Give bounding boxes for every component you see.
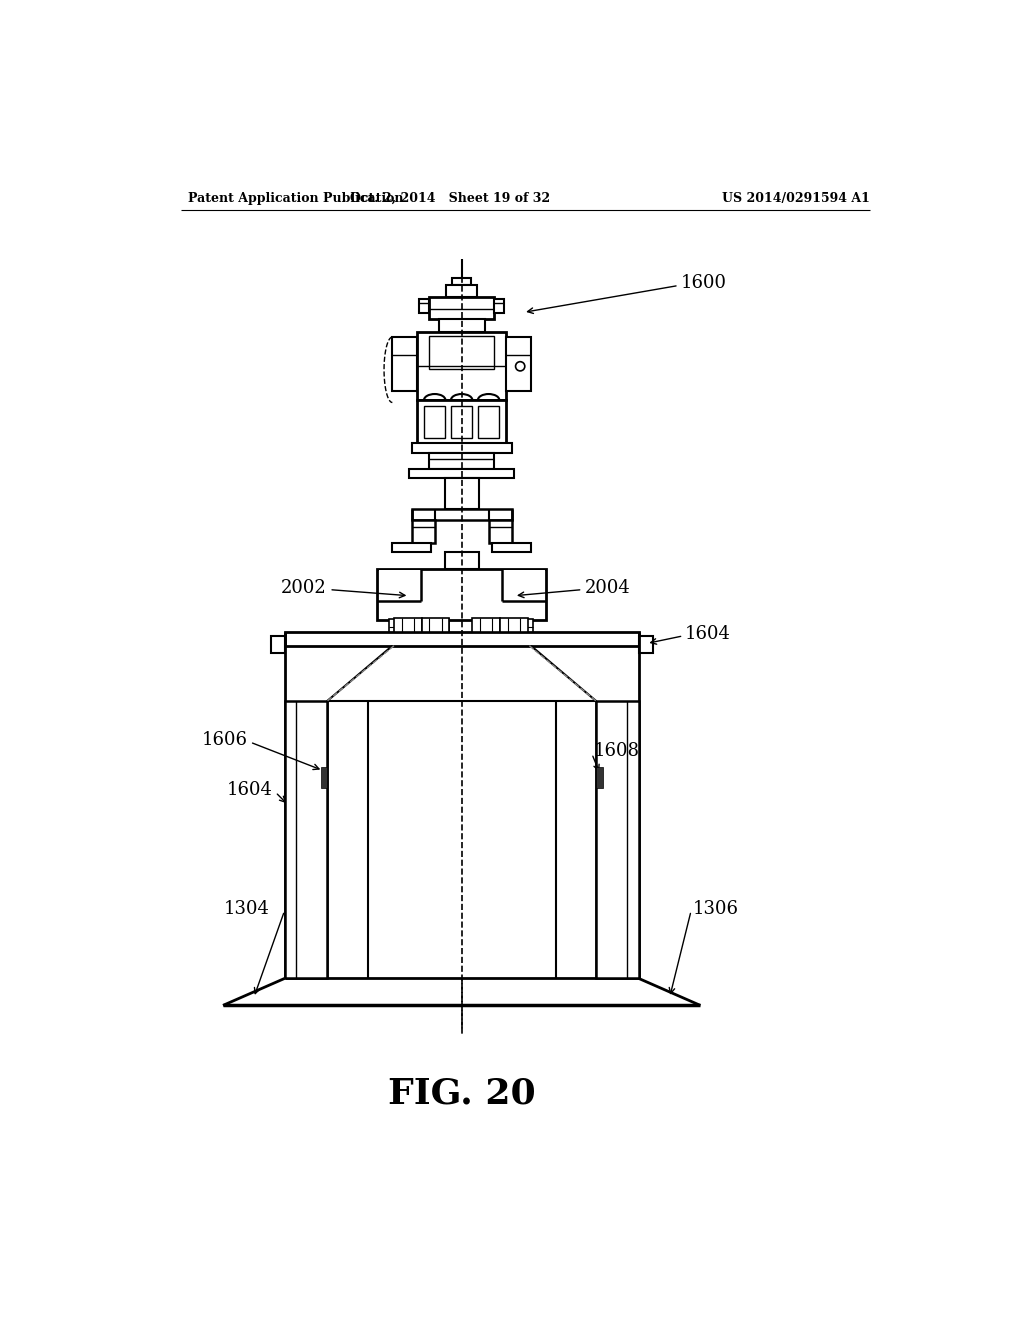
Bar (596, 767, 602, 788)
Text: 1600: 1600 (681, 275, 727, 292)
Text: 1606: 1606 (202, 731, 248, 748)
Bar (422, 618, 450, 632)
Bar (451, 405, 472, 438)
Text: US 2014/0291594 A1: US 2014/0291594 A1 (722, 191, 869, 205)
Bar (446, 285, 477, 297)
Bar (321, 767, 327, 788)
Bar (472, 618, 500, 632)
Bar (503, 570, 545, 601)
Bar (424, 405, 445, 438)
Bar (500, 618, 528, 632)
Bar (412, 508, 512, 520)
Bar (429, 335, 494, 370)
Bar (478, 405, 500, 438)
Bar (429, 453, 494, 469)
Bar (506, 337, 531, 391)
Bar (285, 701, 327, 978)
Bar (453, 277, 471, 285)
Bar (596, 701, 639, 978)
Bar (429, 297, 494, 318)
Bar (444, 552, 478, 569)
Bar (493, 543, 531, 552)
Bar (488, 520, 512, 543)
Bar (410, 469, 514, 478)
Bar (392, 543, 431, 552)
Bar (377, 569, 547, 620)
Bar (494, 300, 504, 313)
Bar (379, 570, 421, 601)
Bar (504, 619, 534, 632)
Bar (412, 442, 512, 453)
Bar (473, 619, 503, 632)
Circle shape (515, 362, 525, 371)
Text: Oct. 2, 2014   Sheet 19 of 32: Oct. 2, 2014 Sheet 19 of 32 (350, 191, 550, 205)
Text: 1608: 1608 (594, 742, 640, 760)
Text: 1306: 1306 (692, 900, 738, 919)
Bar (388, 619, 418, 632)
Text: 1604: 1604 (685, 626, 731, 643)
Text: FIG. 20: FIG. 20 (388, 1077, 536, 1111)
Bar (392, 337, 417, 391)
Bar (444, 478, 478, 508)
Text: 2004: 2004 (585, 579, 631, 597)
Bar (639, 636, 652, 653)
Bar (417, 400, 506, 442)
Bar (412, 520, 435, 543)
Text: Patent Application Publication: Patent Application Publication (188, 191, 403, 205)
Text: 1604: 1604 (227, 781, 273, 799)
Bar (270, 636, 285, 653)
Bar (438, 318, 484, 333)
Text: 1304: 1304 (223, 900, 269, 919)
Bar (417, 333, 506, 400)
Bar (285, 632, 639, 645)
Bar (419, 300, 429, 313)
Bar (394, 618, 422, 632)
Text: 2002: 2002 (282, 579, 327, 597)
Bar (419, 619, 449, 632)
